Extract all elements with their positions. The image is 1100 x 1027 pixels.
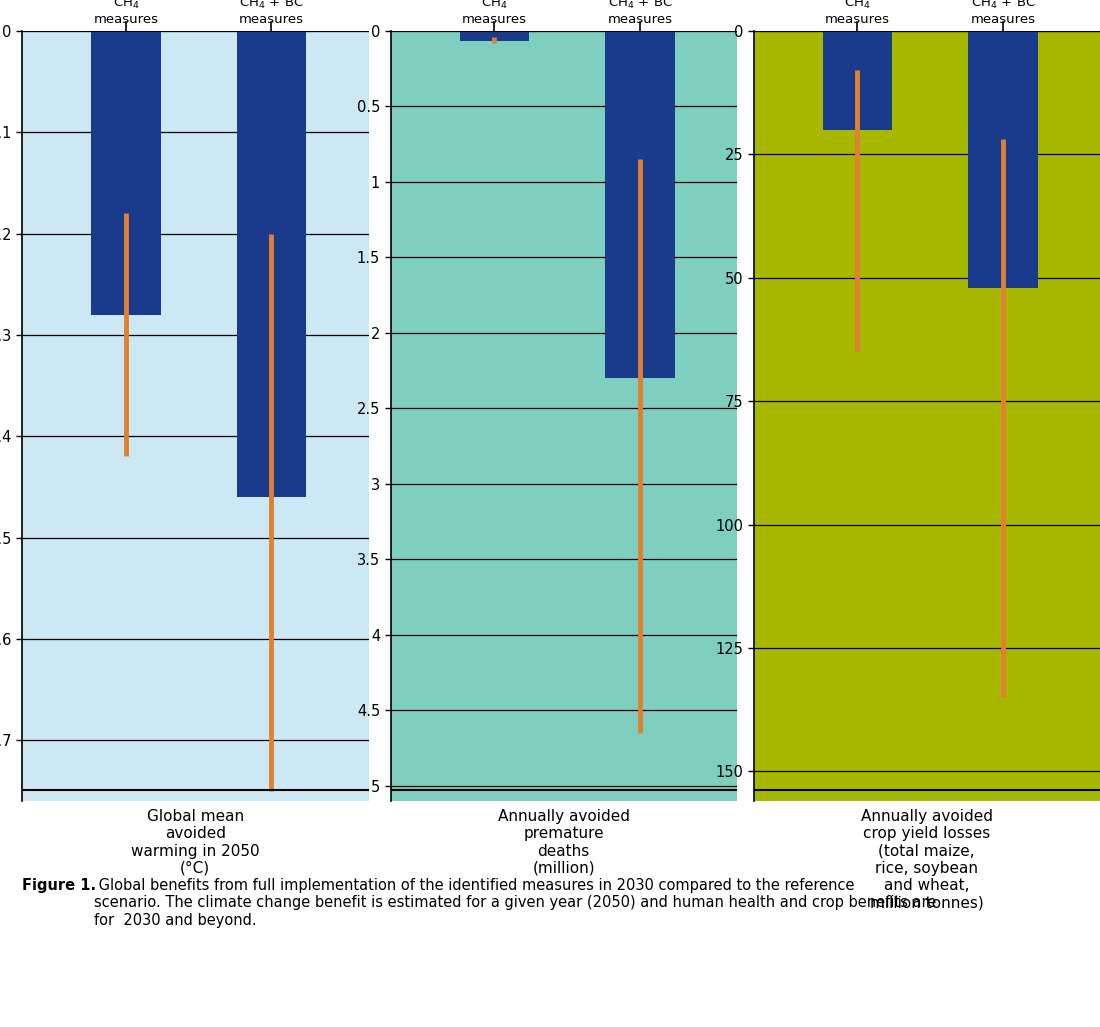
Text: CH$_4$
measures: CH$_4$ measures <box>94 0 158 26</box>
Text: CH$_4$ + BC
measures: CH$_4$ + BC measures <box>607 0 672 26</box>
Text: CH$_4$
measures: CH$_4$ measures <box>825 0 890 26</box>
Bar <box>823 31 892 129</box>
Text: CH$_4$ + BC
measures: CH$_4$ + BC measures <box>239 0 304 26</box>
Text: CH$_4$
measures: CH$_4$ measures <box>462 0 527 26</box>
Bar <box>460 31 529 41</box>
Text: Global benefits from full implementation of the identified measures in 2030 comp: Global benefits from full implementation… <box>94 878 936 927</box>
Text: Figure 1.: Figure 1. <box>22 878 96 893</box>
Text: Global mean
avoided
warming in 2050
(°C): Global mean avoided warming in 2050 (°C) <box>131 809 260 876</box>
Bar <box>968 31 1037 288</box>
Bar <box>91 31 161 314</box>
Text: CH$_4$ + BC
measures: CH$_4$ + BC measures <box>970 0 1035 26</box>
Bar <box>236 31 306 497</box>
Text: Annually avoided
premature
deaths
(million): Annually avoided premature deaths (milli… <box>497 809 629 876</box>
Text: Annually avoided
crop yield losses
(total maize,
rice, soybean
and wheat,
millio: Annually avoided crop yield losses (tota… <box>860 809 992 911</box>
Bar <box>605 31 674 378</box>
